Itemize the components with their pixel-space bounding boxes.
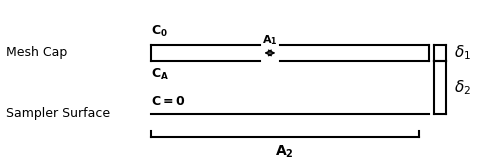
Text: $\delta_2$: $\delta_2$ — [454, 78, 471, 97]
Text: $\mathbf{A_1}$: $\mathbf{A_1}$ — [262, 33, 278, 47]
Text: $\mathbf{C_0}$: $\mathbf{C_0}$ — [150, 24, 168, 39]
Text: $\delta_1$: $\delta_1$ — [454, 44, 471, 62]
Text: $\mathbf{C_A}$: $\mathbf{C_A}$ — [150, 67, 168, 82]
Text: $\mathbf{C = 0}$: $\mathbf{C = 0}$ — [150, 95, 185, 108]
Text: $\mathbf{A_2}$: $\mathbf{A_2}$ — [276, 144, 294, 160]
Text: Sampler Surface: Sampler Surface — [6, 107, 110, 120]
Text: Mesh Cap: Mesh Cap — [6, 46, 68, 59]
